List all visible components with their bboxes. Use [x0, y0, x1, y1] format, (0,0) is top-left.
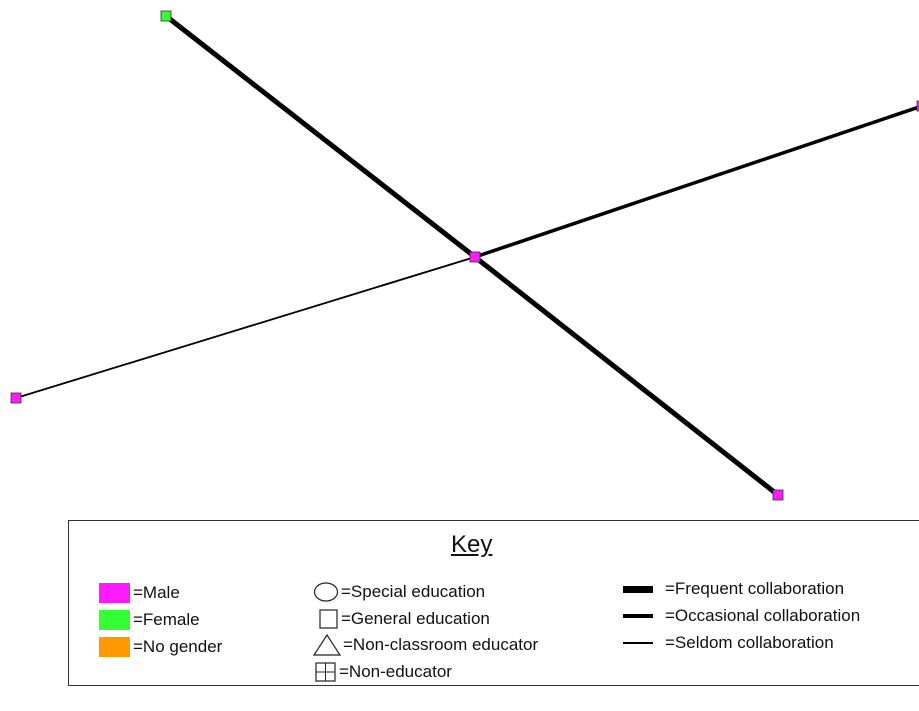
role-nonclassroom-entry: =Non-classroom educator [313, 634, 538, 656]
edge-layer [16, 16, 919, 495]
node-n2 [161, 11, 171, 21]
no-gender-label: =No gender [133, 637, 222, 657]
edge-n1-n2 [166, 16, 475, 257]
square-icon [319, 608, 339, 630]
occasional-line-icon [623, 614, 653, 618]
triangle-icon [313, 634, 341, 656]
collab-frequent-entry: =Frequent collaboration [623, 579, 844, 599]
seldom-line-icon [623, 642, 653, 644]
key-legend: Key =Male =Female =No gender =Special ed… [68, 520, 919, 686]
node-n5 [773, 490, 783, 500]
edge-n1-n3 [475, 106, 919, 257]
edge-n1-n5 [475, 257, 778, 495]
seldom-label: =Seldom collaboration [665, 633, 834, 653]
role-general-entry: =General education [319, 608, 490, 630]
node-n1 [470, 252, 480, 262]
frequent-line-icon [623, 586, 653, 593]
gender-male-entry: =Male [99, 583, 180, 603]
male-label: =Male [133, 583, 180, 603]
male-swatch [99, 583, 130, 603]
non-classroom-label: =Non-classroom educator [343, 635, 538, 655]
frequent-label: =Frequent collaboration [665, 579, 844, 599]
general-education-label: =General education [341, 609, 490, 629]
role-special-entry: =Special education [313, 581, 485, 603]
no-gender-swatch [99, 637, 130, 657]
circle-icon [313, 581, 339, 603]
grid-square-icon [315, 661, 337, 683]
special-education-label: =Special education [341, 582, 485, 602]
female-label: =Female [133, 610, 200, 630]
node-n4 [11, 393, 21, 403]
collab-seldom-entry: =Seldom collaboration [623, 633, 834, 653]
female-swatch [99, 610, 130, 630]
collab-occasional-entry: =Occasional collaboration [623, 606, 860, 626]
occasional-label: =Occasional collaboration [665, 606, 860, 626]
non-educator-label: =Non-educator [339, 662, 452, 682]
node-layer [11, 11, 919, 500]
edge-n1-n4 [16, 257, 475, 398]
gender-none-entry: =No gender [99, 637, 222, 657]
key-title: Key [451, 531, 492, 559]
network-diagram [0, 0, 919, 520]
gender-female-entry: =Female [99, 610, 200, 630]
role-noneducator-entry: =Non-educator [315, 661, 452, 683]
